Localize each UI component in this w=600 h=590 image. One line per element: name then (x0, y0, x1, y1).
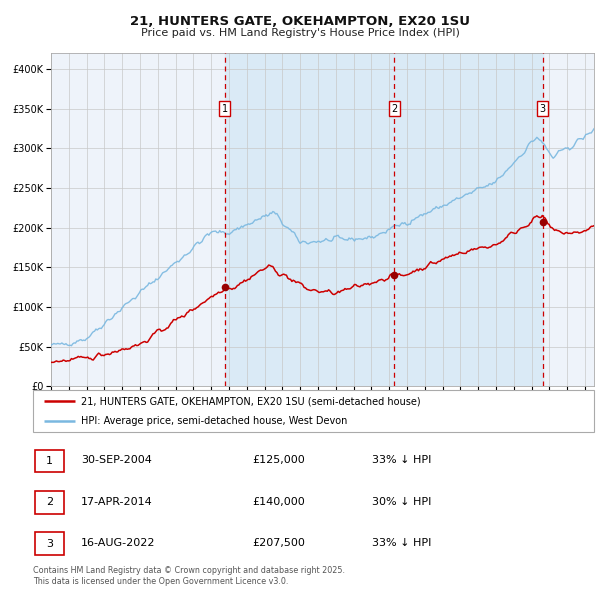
Text: 2: 2 (46, 497, 53, 507)
Text: 33% ↓ HPI: 33% ↓ HPI (372, 455, 431, 466)
Text: 30% ↓ HPI: 30% ↓ HPI (372, 497, 431, 507)
Text: 21, HUNTERS GATE, OKEHAMPTON, EX20 1SU: 21, HUNTERS GATE, OKEHAMPTON, EX20 1SU (130, 15, 470, 28)
Text: Price paid vs. HM Land Registry's House Price Index (HPI): Price paid vs. HM Land Registry's House … (140, 28, 460, 38)
FancyBboxPatch shape (35, 532, 64, 555)
Text: HPI: Average price, semi-detached house, West Devon: HPI: Average price, semi-detached house,… (80, 417, 347, 427)
Text: Contains HM Land Registry data © Crown copyright and database right 2025.
This d: Contains HM Land Registry data © Crown c… (33, 566, 345, 586)
Text: £140,000: £140,000 (252, 497, 305, 507)
Text: £125,000: £125,000 (252, 455, 305, 466)
Text: 17-APR-2014: 17-APR-2014 (81, 497, 153, 507)
Text: 3: 3 (539, 104, 546, 114)
Bar (224, 53, 543, 386)
Text: 2: 2 (391, 104, 398, 114)
Text: 3: 3 (46, 539, 53, 549)
Text: 33% ↓ HPI: 33% ↓ HPI (372, 538, 431, 548)
FancyBboxPatch shape (33, 390, 594, 432)
FancyBboxPatch shape (35, 491, 64, 514)
Text: 30-SEP-2004: 30-SEP-2004 (81, 455, 152, 466)
Text: 1: 1 (46, 456, 53, 466)
Text: £207,500: £207,500 (252, 538, 305, 548)
Text: 1: 1 (221, 104, 227, 114)
Text: 21, HUNTERS GATE, OKEHAMPTON, EX20 1SU (semi-detached house): 21, HUNTERS GATE, OKEHAMPTON, EX20 1SU (… (80, 396, 421, 406)
Text: 16-AUG-2022: 16-AUG-2022 (81, 538, 155, 548)
FancyBboxPatch shape (35, 450, 64, 473)
